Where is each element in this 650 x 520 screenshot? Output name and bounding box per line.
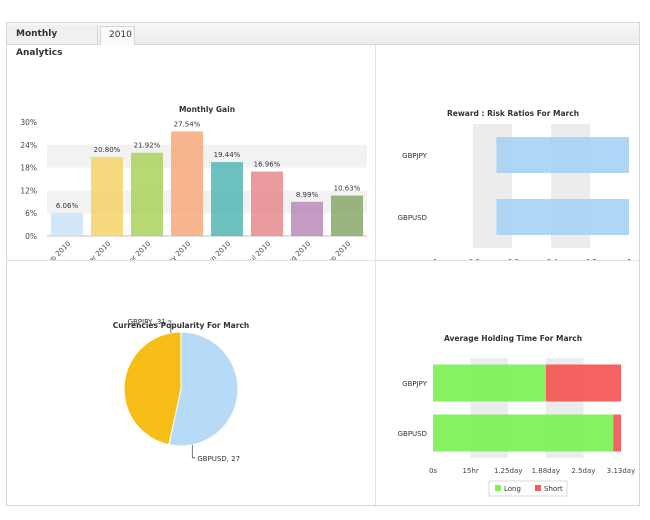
- x-tick-label: Jun 2010: [204, 240, 232, 260]
- x-tick-label: Feb 2010: [44, 240, 73, 260]
- bar-apr-2010: [131, 152, 163, 236]
- pie-label-gbpjpy: GBPJPY, 31: [128, 318, 166, 326]
- x-tick-label: Apr 2010: [124, 240, 152, 260]
- bar-gbpjpy: [496, 137, 629, 173]
- bar-value-label: 20.80%: [94, 146, 121, 154]
- chart-legend: [488, 480, 568, 497]
- tab-bar: Monthly Analytics 2010: [7, 23, 639, 58]
- bar-value-label: 16.96%: [254, 161, 281, 169]
- y-category-label: GBPUSD: [398, 430, 427, 438]
- grid-band: [47, 190, 367, 214]
- x-tick-label: 1.88day: [532, 467, 560, 475]
- x-tick-label: -0.4: [544, 258, 558, 260]
- pie-slice-gbpjpy: [168, 331, 239, 447]
- holding-time-chart: Average Holding Time For March 0s 15hr 1.25…: [398, 334, 635, 497]
- legend-swatch-short: [535, 485, 541, 491]
- pie-leader-line: [191, 444, 196, 459]
- bar-mar-2010: [91, 156, 123, 236]
- grid-band: [47, 144, 367, 168]
- chart-title: Monthly Gain: [179, 105, 235, 114]
- x-tick-label: 15hr: [462, 467, 478, 475]
- x-tick-label: Sep 2010: [323, 240, 352, 260]
- pie-label-gbpusd: GBPUSD, 27: [197, 455, 240, 463]
- bar-value-label: 6.06%: [56, 202, 79, 210]
- x-tick-label: -1: [431, 258, 438, 260]
- x-tick-label: 1.25day: [494, 467, 522, 475]
- chart-title: Currencies Popularity For March: [113, 321, 249, 330]
- y-tick-label: 0%: [25, 232, 37, 241]
- y-tick-label: 30%: [20, 118, 37, 127]
- pie-slice-gbpusd: [123, 331, 182, 446]
- x-tick-label: May 2010: [162, 240, 192, 260]
- x-tick-label: Mar 2010: [83, 240, 112, 260]
- y-tick-label: 6%: [25, 209, 37, 218]
- x-tick-label: Aug 2010: [283, 240, 312, 260]
- tab-2010[interactable]: 2010: [100, 26, 135, 45]
- y-category-label: GBPUSD: [398, 214, 427, 222]
- y-tick-label: 24%: [20, 141, 37, 150]
- bar-value-label: 19.44%: [214, 151, 241, 159]
- x-tick-label: -0.2: [583, 258, 597, 260]
- x-tick-label: -0.8: [466, 258, 480, 260]
- legend-label-short: Short: [544, 485, 563, 493]
- bar-gbpusd-short: [613, 414, 621, 452]
- pie-leader-line: [167, 320, 172, 333]
- bar-value-label: 21.92%: [134, 142, 161, 150]
- analytics-panel: Monthly Analytics 2010 Monthly Gain 0% 6% 1…: [6, 22, 640, 507]
- bar-jun-2010: [211, 162, 243, 236]
- chart-title: Average Holding Time For March: [444, 334, 582, 343]
- x-tick-label: 2.5day: [571, 467, 595, 475]
- divider-horizontal: [7, 260, 639, 261]
- x-tick-label: -0.6: [505, 258, 519, 260]
- bar-gbpjpy-long: [433, 364, 546, 402]
- x-tick-label: 0s: [429, 467, 437, 475]
- bar-jul-2010: [251, 171, 283, 236]
- bar-gbpjpy-short: [545, 364, 621, 402]
- bar-sep-2010: [331, 195, 363, 236]
- bar-aug-2010: [291, 201, 323, 236]
- y-category-label: GBPJPY: [402, 380, 428, 388]
- x-tick-label: 3.13day: [607, 467, 635, 475]
- tab-monthly-analytics[interactable]: Monthly Analytics: [8, 25, 98, 58]
- bar-feb-2010: [51, 212, 83, 236]
- chart-title: Reward : Risk Ratios For March: [447, 109, 579, 118]
- monthly-gain-chart: Monthly Gain 0% 6% 12% 18% 24% 30% 6.06% Feb 201…: [20, 105, 367, 260]
- y-tick-label: 12%: [20, 186, 37, 195]
- x-tick-label: 0: [627, 258, 631, 260]
- legend-label-long: Long: [504, 485, 521, 493]
- bar-gbpusd-long: [433, 414, 614, 452]
- bar-may-2010: [171, 131, 203, 236]
- x-tick-label: Jul 2010: [246, 240, 273, 260]
- bar-gbpusd: [496, 199, 629, 235]
- bar-value-label: 10.63%: [334, 185, 361, 193]
- y-category-label: GBPJPY: [402, 152, 428, 160]
- divider-vertical: [375, 45, 376, 507]
- reward-risk-chart: Reward : Risk Ratios For March -1 -0.8 -0.6…: [398, 109, 632, 260]
- legend-swatch-long: [495, 485, 501, 491]
- bar-value-label: 8.99%: [296, 191, 319, 199]
- y-tick-label: 18%: [20, 164, 37, 173]
- bar-value-label: 27.54%: [174, 120, 201, 128]
